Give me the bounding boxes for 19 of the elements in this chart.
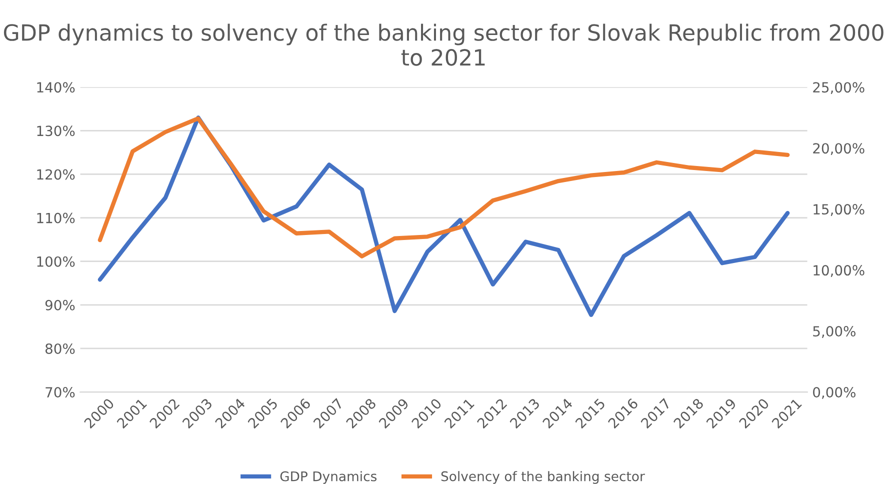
y2-tick-label: 25,00%: [813, 82, 864, 94]
legend-label: Solvency of the banking sector: [441, 471, 645, 484]
y2-tick-label: 10,00%: [814, 265, 864, 277]
y-tick-label: 80%: [45, 343, 75, 354]
y-tick-label: 70%: [46, 387, 75, 398]
y2-tick-label: 5,00%: [813, 326, 856, 338]
y-tick-label: 140%: [37, 82, 75, 93]
legend-label: GDP Dynamics: [280, 471, 377, 484]
line-series: [98, 116, 790, 258]
line-series: [98, 116, 790, 318]
y2-tick-label: 15,00%: [814, 204, 864, 216]
y2-tick-label: 20,00%: [813, 143, 864, 155]
y-tick-label: 100%: [37, 256, 75, 267]
y2-tick-label: 0,00%: [813, 387, 856, 399]
y-tick-label: 90%: [45, 300, 75, 310]
y-tick-label: 110%: [37, 212, 75, 224]
y-tick-label: 130%: [37, 126, 75, 136]
y-tick-label: 120%: [37, 169, 75, 180]
chart-title: GDP dynamics to solvency of the banking sector for Slovak Republic from 2000 to 2021: [4, 24, 884, 66]
